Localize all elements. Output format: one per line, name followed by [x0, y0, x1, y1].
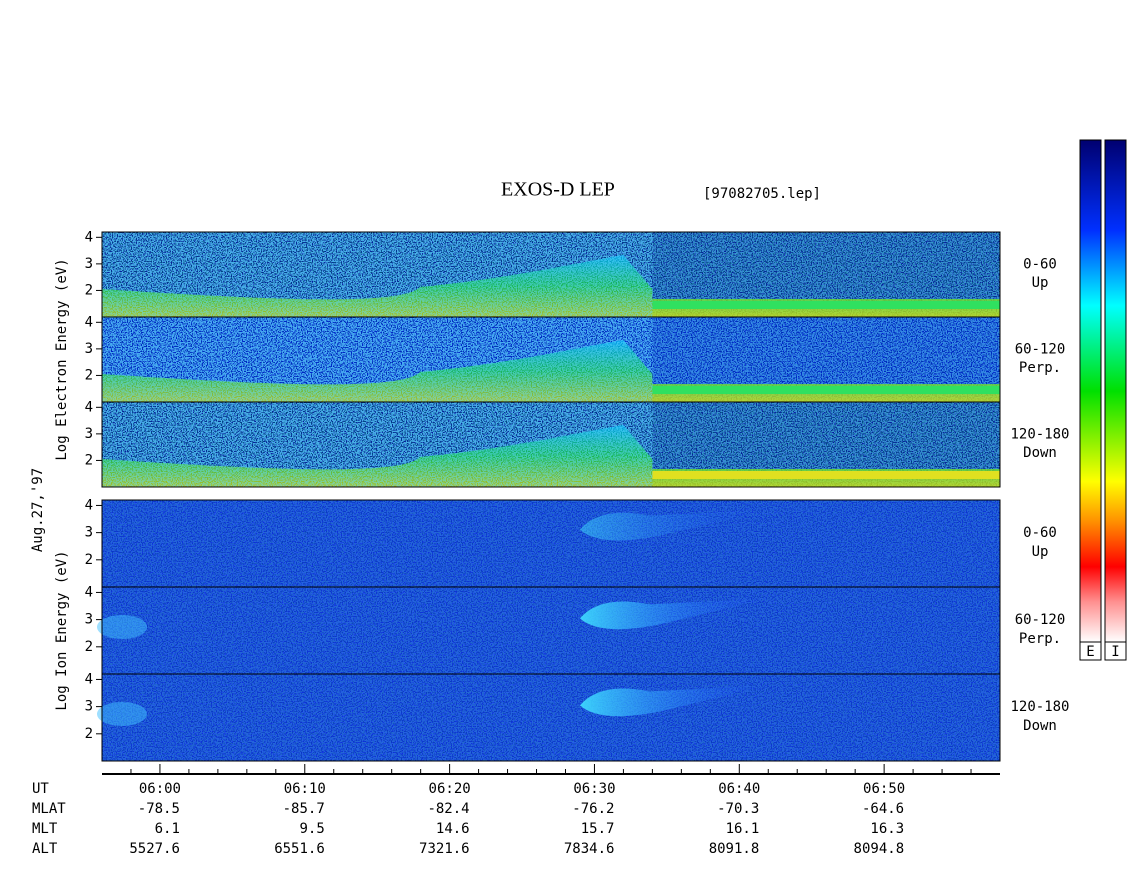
colorbar	[1079, 139, 1102, 643]
spectrogram-feature	[579, 598, 769, 630]
y-axis-label: Log Electron Energy (eV)	[54, 258, 70, 460]
ephemeris-value: 14.6	[436, 821, 470, 837]
spectrogram-feature	[579, 509, 769, 541]
panel-sublabel: Up	[1032, 544, 1049, 560]
x-tick-label: 06:20	[429, 781, 471, 797]
y-tick-label: 3	[85, 426, 93, 442]
date-label: Aug.27,'97	[30, 468, 46, 552]
spectrogram-feature	[579, 685, 769, 717]
ephemeris-value: 7321.6	[419, 841, 470, 857]
ephemeris-value: 6551.6	[274, 841, 325, 857]
y-tick-label: 2	[85, 282, 93, 298]
ephemeris-value: -82.4	[427, 801, 469, 817]
y-tick-label: 2	[85, 367, 93, 383]
ephemeris-value: -78.5	[138, 801, 180, 817]
file-name: [97082705.lep]	[703, 186, 821, 202]
x-axis-label: UT	[32, 781, 49, 797]
ephemeris-value: 15.7	[581, 821, 615, 837]
panel-label: 0-60	[1023, 525, 1057, 541]
ephemeris-value: 8094.8	[854, 841, 905, 857]
x-tick-label: 06:00	[139, 781, 181, 797]
spectrogram-noise	[102, 232, 653, 317]
colorbars	[1079, 139, 1127, 661]
spectrogram-noise	[102, 317, 653, 402]
colorbar-label-box	[1079, 641, 1102, 661]
x-tick-label: 06:10	[284, 781, 326, 797]
panel-label: 0-60	[1023, 256, 1057, 272]
ephemeris-value: -70.3	[717, 801, 759, 817]
panel-sublabel: Perp.	[1019, 360, 1061, 376]
ephemeris-value: -64.6	[862, 801, 904, 817]
spectrogram-feature	[97, 702, 147, 726]
panel-sublabel: Down	[1023, 445, 1057, 461]
y-tick-label: 4	[85, 229, 93, 245]
y-tick-label: 4	[85, 314, 93, 330]
ephemeris-value: 6.1	[155, 821, 180, 837]
y-tick-label: 3	[85, 612, 93, 628]
ephemeris-value: 5527.6	[129, 841, 180, 857]
y-tick-label: 2	[85, 726, 93, 742]
ephemeris-name: ALT	[32, 841, 58, 857]
spectrogram-feature	[652, 301, 1000, 309]
ephemeris-value: 16.3	[870, 821, 904, 837]
panel-sublabel: Up	[1032, 275, 1049, 291]
ephemeris-value: -76.2	[572, 801, 614, 817]
spectrogram-noise	[102, 402, 653, 487]
panel-frame	[101, 499, 1001, 762]
panel-sublabel: Down	[1023, 718, 1057, 734]
y-tick-label: 2	[85, 552, 93, 568]
y-tick-label: 4	[85, 584, 93, 600]
spectrogram-noise	[102, 674, 1000, 761]
spectrogram-noise	[102, 500, 1000, 587]
panel-label: 60-120	[1015, 612, 1066, 628]
x-tick-label: 06:30	[573, 781, 615, 797]
spectrogram-feature	[652, 386, 1000, 394]
y-tick-label: 4	[85, 399, 93, 415]
panel-group: 2 3 4 0-60 Up 2 3 4 60-120 Perp. 2 3 4 120-180 Down Log…	[54, 229, 1070, 488]
y-tick-label: 2	[85, 639, 93, 655]
ephemeris-value: 7834.6	[564, 841, 615, 857]
ephemeris-name: MLT	[32, 821, 58, 837]
y-tick-label: 2	[85, 452, 93, 468]
panel-label: 120-180	[1010, 426, 1069, 442]
ephemeris-value: 16.1	[726, 821, 760, 837]
panel-frame	[101, 231, 1001, 488]
spectrogram-noise	[102, 587, 1000, 674]
ephemeris-value: 8091.8	[709, 841, 760, 857]
ephemeris-name: MLAT	[32, 801, 66, 817]
y-tick-label: 4	[85, 671, 93, 687]
y-tick-label: 4	[85, 497, 93, 513]
panel-label: 60-120	[1015, 341, 1066, 357]
y-tick-label: 3	[85, 341, 93, 357]
panel-group: 2 3 4 0-60 Up 2 3 4 60-120 Perp. 2 3 4 120-180 Down Log…	[54, 497, 1070, 762]
y-tick-label: 3	[85, 525, 93, 541]
colorbar-label: I	[1111, 644, 1119, 660]
x-tick-label: 06:50	[863, 781, 905, 797]
panel-sublabel: Perp.	[1019, 631, 1061, 647]
chart-title: EXOS-D LEP	[501, 179, 615, 201]
colorbar-label-box	[1104, 641, 1127, 661]
x-tick-label: 06:40	[718, 781, 760, 797]
colorbar	[1104, 139, 1127, 643]
y-tick-label: 3	[85, 256, 93, 272]
panel-label: 120-180	[1010, 699, 1069, 715]
colorbar-label: E	[1086, 644, 1094, 660]
spectrogram-feature	[97, 615, 147, 639]
ephemeris-value: -85.7	[283, 801, 325, 817]
spectrogram-feature	[652, 471, 1000, 479]
y-tick-label: 3	[85, 699, 93, 715]
ephemeris-value: 9.5	[299, 821, 324, 837]
y-axis-label: Log Ion Energy (eV)	[54, 550, 70, 710]
